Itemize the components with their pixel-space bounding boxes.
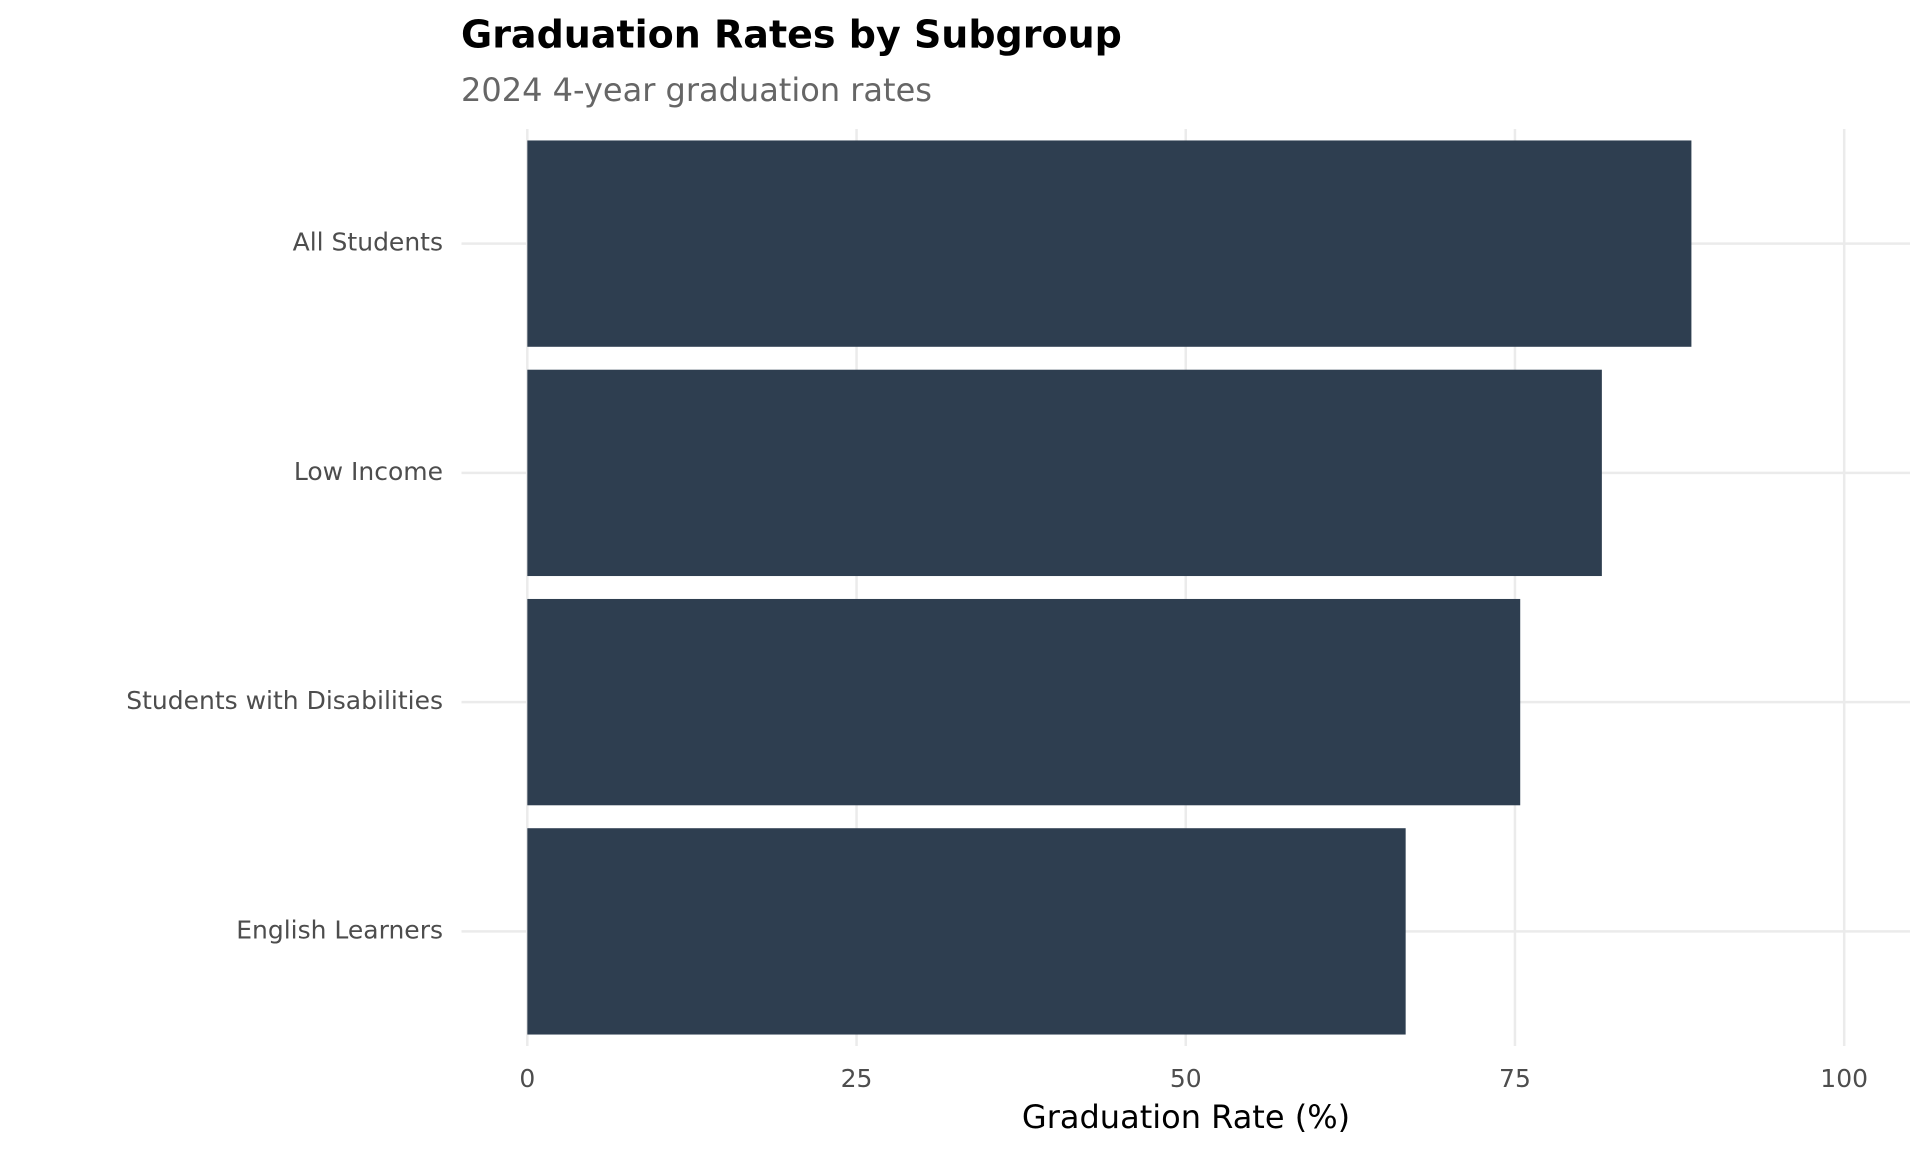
x-tick-label: 50 [1170, 1064, 1202, 1093]
bar [527, 828, 1406, 1035]
y-tick-label: All Students [293, 228, 443, 257]
x-tick-label: 75 [1499, 1064, 1531, 1093]
x-tick-label: 0 [519, 1064, 535, 1093]
x-axis-title: Graduation Rate (%) [1022, 1098, 1350, 1136]
bar [527, 369, 1602, 577]
y-tick-label: Low Income [294, 457, 443, 486]
x-tick-label: 25 [841, 1064, 873, 1093]
bar [527, 598, 1521, 806]
y-tick-label: Students with Disabilities [126, 686, 443, 715]
chart-subtitle: 2024 4-year graduation rates [461, 71, 932, 109]
y-tick-label: English Learners [236, 915, 443, 944]
bar [527, 140, 1692, 347]
x-tick-label: 100 [1820, 1064, 1868, 1093]
chart-title: Graduation Rates by Subgroup [461, 13, 1122, 57]
